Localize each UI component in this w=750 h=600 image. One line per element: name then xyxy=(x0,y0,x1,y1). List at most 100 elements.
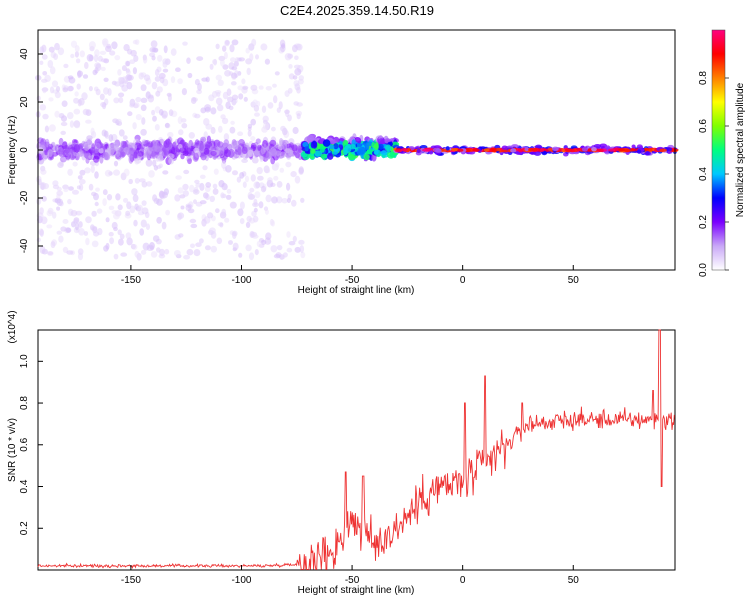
spectrogram-cell xyxy=(74,51,79,58)
spectrogram-cell xyxy=(101,129,107,137)
spectrogram-cell xyxy=(140,219,147,228)
spectrogram-cell xyxy=(296,113,301,120)
spectrogram-cell xyxy=(94,201,99,207)
spectrogram-cell xyxy=(532,148,538,152)
spectrogram-cell xyxy=(253,142,259,148)
spectrogram-cell xyxy=(150,251,158,258)
spectrogram-cell xyxy=(225,165,232,173)
spectrogram-cell xyxy=(199,143,205,151)
spectrogram-cell xyxy=(182,190,189,197)
spectrogram-cell xyxy=(228,148,235,158)
spectrogram-cell xyxy=(76,83,81,90)
spectrogram-cell xyxy=(224,217,230,223)
spectrogram-cell xyxy=(256,167,263,175)
spectrogram-cell xyxy=(280,125,286,132)
spectrogram-cell xyxy=(271,220,275,227)
spectrogram-cell xyxy=(528,148,534,152)
spectrogram-cell xyxy=(158,150,164,160)
spectrogram-cell xyxy=(281,197,288,204)
spectrogram-cell xyxy=(74,45,80,53)
spectrogram-cell xyxy=(84,167,91,174)
spectrogram-cell xyxy=(63,63,69,69)
spectrogram-cell xyxy=(140,84,147,92)
spectrogram-cell xyxy=(63,187,69,193)
spectrogram-cell xyxy=(58,147,65,155)
spectrogram-cell xyxy=(186,248,194,256)
spectrogram-cell xyxy=(164,122,170,128)
spectrogram-cell xyxy=(278,101,283,110)
spectrogram-cell xyxy=(250,136,256,141)
spectrogram-cell xyxy=(167,93,172,102)
spectrogram-cell xyxy=(203,216,211,224)
spectrogram-cell xyxy=(123,168,130,177)
spectrogram-cell xyxy=(109,237,114,245)
spectrogram-cell xyxy=(73,97,80,104)
spectrogram-cell xyxy=(630,148,636,152)
spectrogram-cell xyxy=(158,163,163,169)
spectrogram-cell xyxy=(91,210,97,217)
spectrogram-cell xyxy=(231,66,238,71)
spectrogram-cell xyxy=(140,128,147,136)
x-tick-label: 0 xyxy=(460,275,466,286)
spectrogram-cell xyxy=(117,76,124,84)
spectrogram-cell xyxy=(279,138,284,146)
spectrogram-cell xyxy=(113,212,120,220)
spectrogram-cell xyxy=(154,124,160,131)
spectrogram-cell xyxy=(70,210,78,217)
spectrogram-cell xyxy=(156,247,161,253)
spectrogram-cell xyxy=(155,90,161,97)
spectrogram-cell xyxy=(287,147,293,157)
spectrogram-cell xyxy=(122,135,128,141)
spectrogram-cell xyxy=(310,141,318,149)
spectrogram-cell xyxy=(36,95,41,102)
spectrogram-cell xyxy=(631,144,636,149)
spectrogram-cell xyxy=(94,49,100,57)
colorbar-frame xyxy=(711,29,726,271)
spectrogram-cell xyxy=(670,148,678,152)
spectrogram-cell xyxy=(77,99,82,107)
spectrogram-cell xyxy=(607,148,616,152)
spectrogram-cell xyxy=(230,141,238,149)
spectrogram-cell xyxy=(310,148,316,154)
spectrogram-cell xyxy=(162,58,169,65)
spectrogram-cell xyxy=(253,181,261,189)
spectrogram-cell xyxy=(131,244,138,250)
spectrogram-cell xyxy=(177,78,183,85)
spectrogram-cell xyxy=(175,67,181,72)
spectrogram-cell xyxy=(576,148,581,152)
spectrogram-cell xyxy=(270,245,278,253)
spectrogram-cell xyxy=(260,239,267,245)
spectrogram-cell xyxy=(57,47,65,56)
spectrogram-cell xyxy=(105,217,110,223)
spectrogram-cell xyxy=(113,97,120,104)
x-tick-label: 50 xyxy=(568,275,580,286)
spectrogram-cell xyxy=(220,193,227,198)
spectrogram-cell xyxy=(157,54,163,62)
spectrogram-cell xyxy=(299,245,305,253)
spectrogram-cell xyxy=(203,131,208,139)
spectrogram-cell xyxy=(205,182,212,188)
spectrogram-cell xyxy=(150,40,158,48)
spectrogram-cell xyxy=(121,140,127,148)
spectrogram-cell xyxy=(264,58,270,65)
colorbar-ticks: 0.0 0.2 0.4 0.6 0.8 xyxy=(698,71,729,277)
spectrogram-cell xyxy=(125,60,130,67)
spectrogram-cell xyxy=(199,238,204,244)
spectrogram-cell xyxy=(222,91,229,100)
spectrogram-cell xyxy=(218,180,225,188)
spectrogram-cell xyxy=(274,71,280,76)
x-tick-label: 0 xyxy=(460,575,466,586)
spectrogram-cell xyxy=(174,194,181,202)
spectrogram-cell xyxy=(262,115,269,123)
spectrogram-cell xyxy=(220,146,226,154)
spectrogram-cell xyxy=(56,193,61,200)
spectrogram-cell xyxy=(541,150,548,156)
spectrogram-cell xyxy=(239,172,245,179)
spectrogram-cell xyxy=(82,108,90,116)
spectrogram-cell xyxy=(188,132,195,139)
spectrogram-cell xyxy=(113,169,120,176)
spectrogram-cell xyxy=(56,198,63,206)
spectrogram-cell xyxy=(294,246,301,253)
spectrogram-cell xyxy=(284,109,290,115)
spectrogram-x-ticks: -150 -100 -50 0 50 xyxy=(121,265,579,286)
